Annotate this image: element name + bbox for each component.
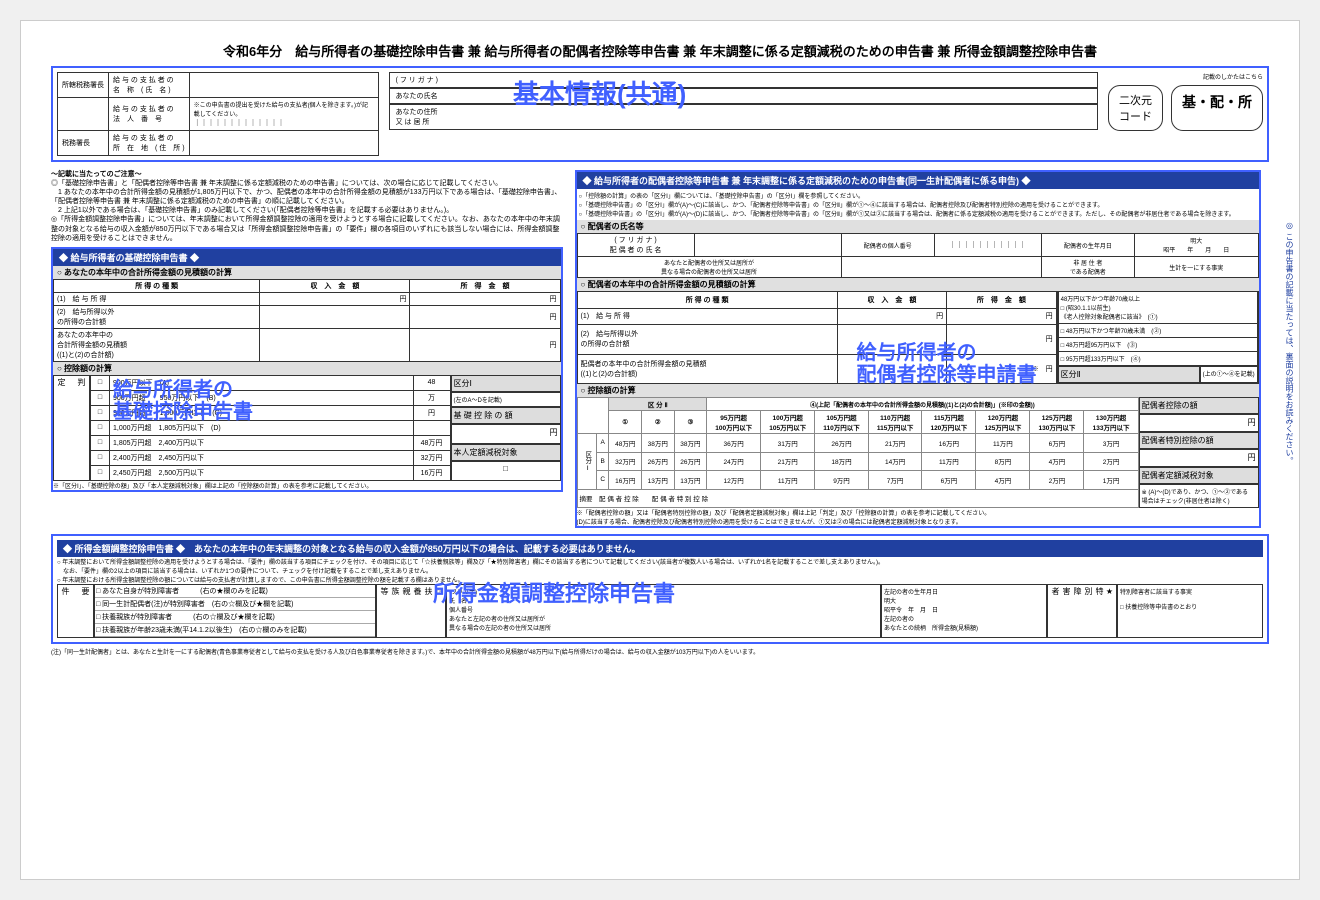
fill-instructions-link: 記載のしかたはこちら: [1108, 72, 1263, 81]
addr-label: あなたの住所 又 は 居 所: [396, 107, 466, 127]
adjustment-header: ◆ 所得金額調整控除申告書 ◆ あなたの本年中の年末調整の対象となる給与の収入金…: [57, 540, 1263, 557]
total-income-row: あなたの本年中の 合計所得金額の見積額 ((1)と(2)の合計額): [54, 328, 260, 361]
bracket-table: □900万円以下 (A)48□900万円超 950万円以下 (B)万□950万円…: [90, 375, 451, 481]
notes-header: ～記載に当たってのご注意～: [51, 171, 142, 178]
income-adjustment-section: ◆ 所得金額調整控除申告書 ◆ あなたの本年中の年末調整の対象となる給与の収入金…: [51, 534, 1269, 644]
salary-income-row: (1) 給 与 所 得: [54, 292, 260, 305]
taxpayer-info: ( フ リ ガ ナ ) あなたの氏名 あなたの住所 又 は 居 所: [389, 72, 1098, 130]
requirements-label: 要 件: [57, 584, 94, 638]
spouse-name-title: ○ 配偶者の氏名等: [577, 220, 1259, 233]
form-title: 令和6年分 給与所得者の基礎控除申告書 兼 給与所得者の配偶者控除等申告書 兼 …: [51, 41, 1269, 60]
spouse-addr-label: あなたと配偶者の住所又は居所が 異なる場合の配偶者の住所又は居所: [577, 257, 841, 278]
basic-footnote: ※「区分Ⅰ」、「基礎控除の額」及び「本人定額減税対象」欄は上記の「控除額の計算」…: [53, 481, 561, 490]
basic-deduction-header: ◆ 給与所得者の基礎控除申告書 ◆: [53, 249, 561, 266]
spouse-teigaku-label: 配偶者定額減税対象: [1139, 467, 1259, 484]
spouse-birth-field[interactable]: 明大 昭平 年 月 日: [1134, 234, 1258, 257]
payer-addr-field[interactable]: [189, 131, 378, 156]
form-tag: 基・配・所: [1171, 85, 1263, 131]
name-label: あなたの氏名: [396, 91, 466, 101]
kubun1-note: (左のA～Dを記載): [451, 392, 561, 407]
nonresident-label: 非 居 住 者 である配偶者: [1041, 257, 1134, 278]
payer-table: 所轄税務署長給 与 の 支 払 者 の 名 称 ( 氏 名 ) 給 与 の 支 …: [57, 72, 379, 156]
spouse-deduction-calc-title: ○ 控除額の計算: [577, 384, 1259, 397]
income-table: 所 得 の 種 類収 入 金 額所 得 金 額 (1) 給 与 所 得円円 (2…: [53, 279, 561, 362]
deduction-matrix: 区 分 Ⅱ④(上記「配偶者の本年中の合計所得金額の見積額((1)と(2)の合計額…: [577, 397, 1139, 508]
spouse-judgment-box: 48万円以下かつ年齢70歳以上 □ (昭30.1.1以前生) 《老人控除対象配偶…: [1057, 291, 1259, 384]
spouse-num-field[interactable]: ｜｜｜｜｜｜｜｜｜｜｜: [934, 234, 1041, 257]
basic-deduction-section: ◆ 給与所得者の基礎控除申告書 ◆ ○ あなたの本年中の合計所得金額の見積額の計…: [51, 247, 563, 492]
disability-content[interactable]: 特別障害者に該当する事実 □ 扶養控除等申告書のとおり: [1117, 584, 1263, 638]
kubun1-label: 区分Ⅰ: [451, 375, 561, 392]
corp-num-label: 給 与 の 支 払 者 の 法 人 番 号: [109, 98, 190, 131]
tax-form-page: 令和6年分 給与所得者の基礎控除申告書 兼 給与所得者の配偶者控除等申告書 兼 …: [20, 20, 1300, 880]
spouse-birth-label: 配偶者の生年月日: [1041, 234, 1134, 257]
other-income-row: (2) 給与所得以外 の所得の合計額: [54, 305, 260, 328]
adjustment-notes: ○ 年末調整において所得金額調整控除の適用を受けようとする場合は、「要件」欄の該…: [57, 557, 1263, 584]
spouse-notes: ○「控除額の計算」の表の「区分Ⅰ」欄については、「基礎控除申告書」の「区分Ⅰ」欄…: [577, 189, 1259, 220]
furigana-label: ( フ リ ガ ナ ): [396, 75, 466, 85]
addr-field[interactable]: [466, 107, 1091, 127]
spouse-addr-field[interactable]: [841, 257, 1041, 278]
kiso-amount-field[interactable]: 円: [451, 424, 561, 444]
judgment-label: 判 定: [53, 375, 90, 481]
spouse-special-label: 配偶者特別控除の額: [1139, 432, 1259, 449]
spouse-deduction-field[interactable]: 円: [1139, 414, 1259, 432]
tax-office-label: 所轄税務署長: [58, 73, 109, 98]
salary-income-net[interactable]: 円: [410, 292, 560, 305]
spouse-teigaku-note: ※ (A)～(D)であり、かつ、①〜②である 場合はチェック(非居住者は除く): [1139, 484, 1259, 508]
main-columns: ～記載に当たってのご注意～ ◎「基礎控除申告書」と「配偶者控除等申告書 兼 年末…: [51, 170, 1269, 528]
salary-income-amt[interactable]: 円: [260, 292, 410, 305]
disability-label: ★ 特 別 障 害 者: [1047, 584, 1117, 638]
spouse-header: ◆ 給与所得者の配偶者控除等申告書 兼 年末調整に係る定額減税のための申告書(同…: [577, 172, 1259, 189]
kubun2-label: 区分Ⅱ: [1058, 366, 1200, 383]
spouse-special-field[interactable]: 円: [1139, 449, 1259, 467]
header-section: 所轄税務署長給 与 の 支 払 者 の 名 称 ( 氏 名 ) 給 与 の 支 …: [51, 66, 1269, 162]
side-instructions: ◎ この申告書の記載に当たっては、裏面の説明をお読みください。: [1284, 221, 1295, 621]
general-notes: ～記載に当たってのご注意～ ◎「基礎控除申告書」と「配偶者控除等申告書 兼 年末…: [51, 170, 563, 243]
spouse-income-calc-title: ○ 配偶者の本年中の合計所得金額の見積額の計算: [577, 278, 1259, 291]
spouse-deduction-label: 配偶者控除の額: [1139, 397, 1259, 414]
income-calc-title: ○ あなたの本年中の合計所得金額の見積額の計算: [53, 266, 561, 279]
requirements-list: □ あなた自身が特別障害者 (右の★欄のみを記載)□ 同一生計配偶者(注)が特別…: [94, 584, 376, 638]
spouse-income-table: 所 得 の 種 類収 入 金 額所 得 金 額 (1) 給 与 所 得円円 (2…: [577, 291, 1057, 384]
spouse-section: ◆ 給与所得者の配偶者控除等申告書 兼 年末調整に係る定額減税のための申告書(同…: [575, 170, 1261, 528]
kiso-amount-label: 基 礎 控 除 の 額: [451, 407, 561, 424]
tax-office-suffix: 税務署長: [58, 131, 109, 156]
payer-addr-label: 給 与 の 支 払 者 の 所 在 地 ( 住 所 ): [109, 131, 190, 156]
spouse-name-field[interactable]: [694, 234, 841, 257]
total-income-net[interactable]: 円: [410, 328, 560, 361]
teigaku-checkbox[interactable]: □: [451, 461, 561, 481]
qr-code-box: 二次元 コード: [1108, 85, 1163, 131]
deduction-calc-title: ○ 控除額の計算: [53, 362, 561, 375]
dependent-fields[interactable]: (フリガナ) 氏 名 個人番号 あなたと左記の者の住所又は居所が 異なる場合の左…: [446, 584, 881, 638]
tekiyo-row: 摘要 配 偶 者 控 除 配 偶 者 特 別 控 除: [577, 489, 1138, 508]
notes-body: ◎「基礎控除申告書」と「配偶者控除等申告書 兼 年末調整に係る定額減税のための申…: [51, 180, 561, 242]
spouse-footnote: ※「配偶者控除の額」又は「配偶者特別控除の額」及び「配偶者定額減税対象」欄は上記…: [577, 508, 1259, 526]
left-column: ～記載に当たってのご注意～ ◎「基礎控除申告書」と「配偶者控除等申告書 兼 年末…: [51, 170, 563, 528]
payer-name-field[interactable]: [189, 73, 378, 98]
teigaku-label: 本人定額減税対象: [451, 444, 561, 461]
spouse-num-label: 配偶者の個人番号: [841, 234, 934, 257]
dependent-label: ☆ 扶 養 親 族 等: [376, 584, 446, 638]
payer-name-label: 給 与 の 支 払 者 の 名 称 ( 氏 名 ): [109, 73, 190, 98]
furigana-field[interactable]: [466, 75, 1091, 85]
corp-num-field[interactable]: ※この申告書の提出を受けた給与の支払者(個人を除きます。)が記載してください。｜…: [189, 98, 378, 131]
name-field[interactable]: [466, 91, 1091, 101]
bottom-footnote: (注)「同一生計配偶者」とは、あなたと生計を一にする配偶者(青色事業専従者として…: [51, 647, 1269, 656]
seikei-label: 生計を一にする事実: [1134, 257, 1258, 278]
other-income-net[interactable]: 円: [410, 305, 560, 328]
spouse-info-table: ( フ リ ガ ナ )配 偶 者 の 氏 名 配偶者の個人番号 ｜｜｜｜｜｜｜｜…: [577, 233, 1259, 278]
dependent-right[interactable]: 左記の者の生年月日 明大 昭平令 年 月 日 左記の者の あなたとの続柄 所得金…: [881, 584, 1047, 638]
